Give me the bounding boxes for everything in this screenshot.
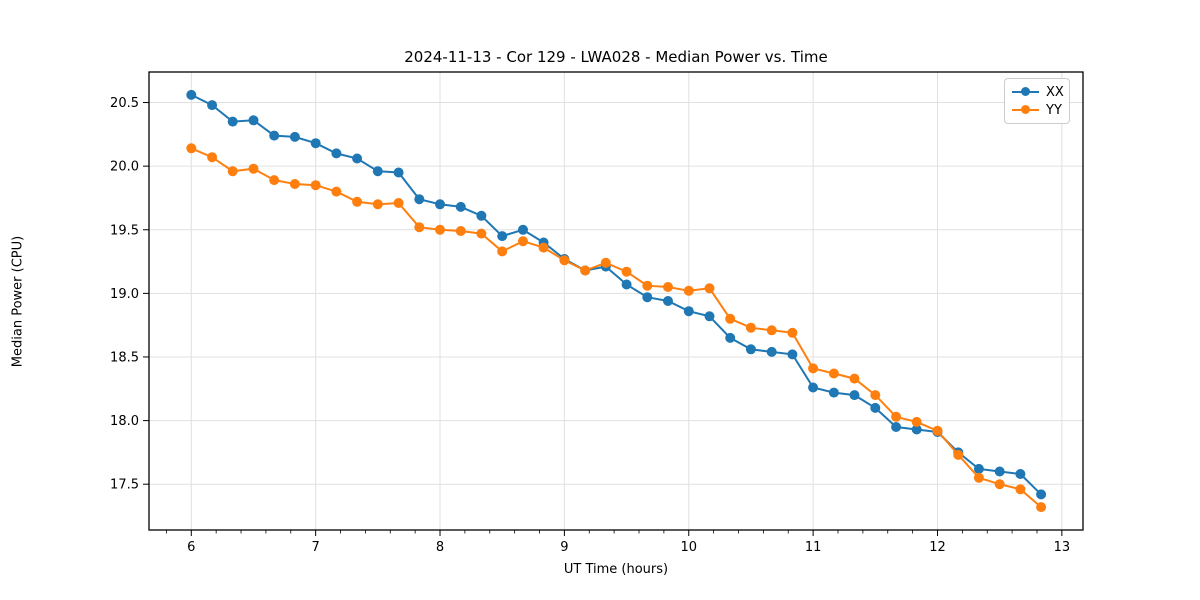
- chart-title: 2024-11-13 - Cor 129 - LWA028 - Median P…: [404, 48, 828, 66]
- series-xx: [186, 89, 1047, 500]
- svg-text:7: 7: [312, 540, 320, 555]
- xx-series-swatch-icon: [1012, 87, 1039, 97]
- axes-spines: [148, 71, 1084, 531]
- svg-text:12: 12: [929, 540, 946, 555]
- svg-text:17.5: 17.5: [110, 478, 139, 493]
- svg-text:19.0: 19.0: [110, 287, 139, 302]
- legend-label-yy: YY: [1046, 102, 1062, 118]
- y-axis-label: Median Power (CPU): [10, 235, 26, 368]
- svg-text:9: 9: [560, 540, 568, 555]
- svg-text:18.0: 18.0: [110, 414, 139, 429]
- legend: XX YY: [1004, 78, 1070, 124]
- yy-series-swatch-icon: [1012, 105, 1039, 115]
- legend-label-xx: XX: [1046, 84, 1064, 100]
- svg-text:10: 10: [680, 540, 697, 555]
- x-axis-ticks: 6 7 8 9 10 11 12 13: [187, 530, 1070, 555]
- svg-text:6: 6: [187, 540, 195, 555]
- legend-item-yy: YY: [1012, 101, 1062, 119]
- svg-text:20.0: 20.0: [110, 160, 139, 175]
- svg-text:18.5: 18.5: [110, 350, 139, 365]
- svg-text:20.5: 20.5: [110, 96, 139, 111]
- y-axis-ticks: 17.5 18.0 18.5 19.0 19.5 20.0 20.5: [110, 96, 149, 493]
- svg-text:8: 8: [436, 540, 444, 555]
- x-axis-label: UT Time (hours): [563, 562, 669, 577]
- svg-text:11: 11: [805, 540, 822, 555]
- svg-text:19.5: 19.5: [110, 223, 139, 238]
- legend-item-xx: XX: [1012, 83, 1064, 101]
- series-yy: [186, 143, 1047, 513]
- svg-text:13: 13: [1054, 540, 1071, 555]
